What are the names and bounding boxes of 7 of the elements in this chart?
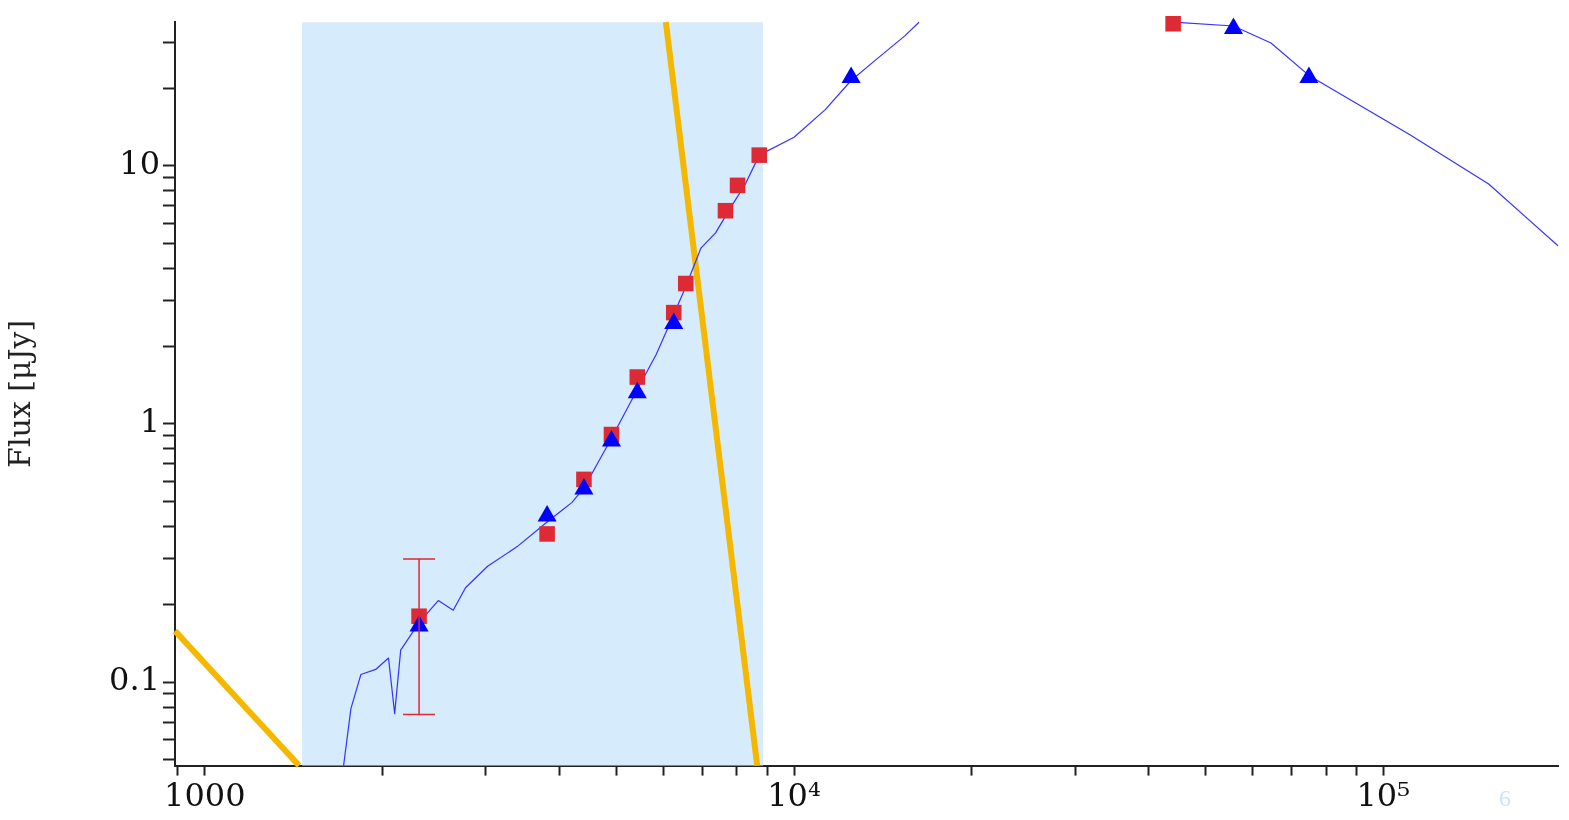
y-tick-label: 1 <box>139 402 160 441</box>
y-axis-title: Flux [μJy] <box>1 319 37 468</box>
y-tick-label: 0.1 <box>109 660 160 699</box>
x-tick-label: 10⁵ <box>1356 776 1410 815</box>
y-tick-label: 10 <box>119 144 160 183</box>
x-tick-label: 1000 <box>164 776 246 815</box>
x-tick-label: 10⁴ <box>767 776 821 815</box>
